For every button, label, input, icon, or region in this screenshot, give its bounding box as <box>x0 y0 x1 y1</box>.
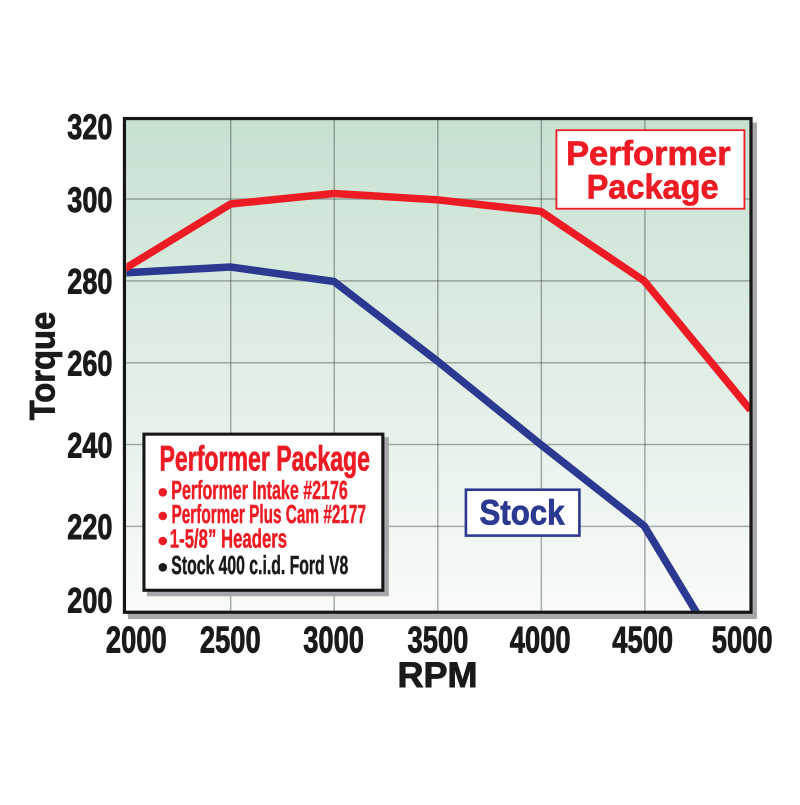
svg-text:Stock: Stock <box>480 493 565 533</box>
svg-text:3000: 3000 <box>303 619 364 661</box>
svg-text:200: 200 <box>67 582 112 621</box>
svg-text:2000: 2000 <box>106 619 167 661</box>
svg-text:3500: 3500 <box>408 619 469 661</box>
svg-text:1-5/8” Headers: 1-5/8” Headers <box>170 526 287 554</box>
svg-text:Stock 400 c.i.d. Ford V8: Stock 400 c.i.d. Ford V8 <box>171 552 348 580</box>
svg-text:280: 280 <box>67 263 112 302</box>
svg-text:320: 320 <box>67 108 112 147</box>
svg-text:260: 260 <box>67 345 112 384</box>
svg-text:RPM: RPM <box>398 655 478 695</box>
svg-text:Torque: Torque <box>24 312 63 421</box>
svg-text:Performer: Performer <box>566 135 731 173</box>
svg-text:Performer Plus Cam #2177: Performer Plus Cam #2177 <box>172 501 367 529</box>
svg-text:2500: 2500 <box>200 619 261 661</box>
svg-text:4000: 4000 <box>510 619 571 661</box>
svg-text:Performer Intake #2176: Performer Intake #2176 <box>171 477 347 505</box>
svg-text:Performer Package: Performer Package <box>160 440 371 479</box>
svg-text:5000: 5000 <box>712 619 773 661</box>
svg-text:Package: Package <box>587 168 719 206</box>
svg-text:240: 240 <box>67 426 112 465</box>
svg-text:300: 300 <box>67 181 112 220</box>
svg-text:220: 220 <box>67 508 112 547</box>
svg-text:4500: 4500 <box>612 619 673 661</box>
